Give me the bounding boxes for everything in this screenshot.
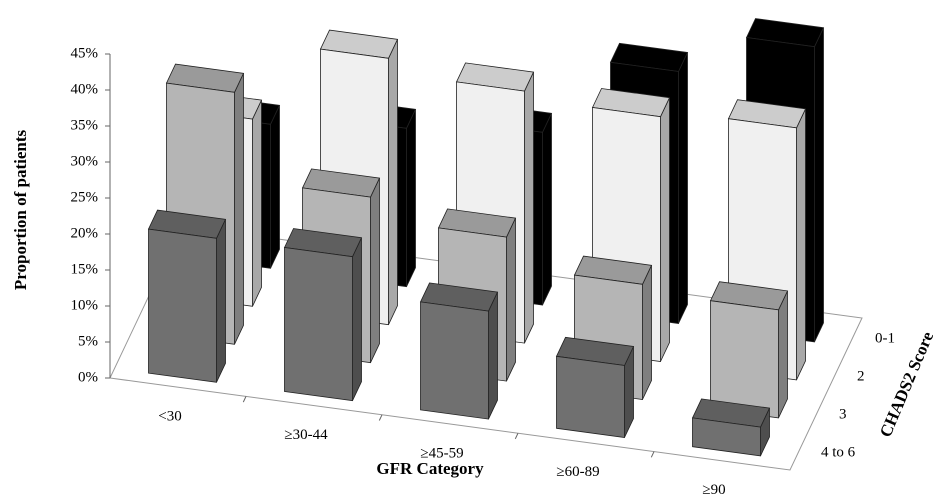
legend-label: 3	[839, 406, 847, 422]
y-tick-label: 0%	[78, 369, 98, 385]
y-tick-label: 15%	[71, 261, 99, 277]
bar-side	[814, 27, 824, 343]
bar-side	[678, 52, 688, 324]
bar	[147, 209, 227, 383]
bar-front	[284, 247, 353, 402]
bar-side	[642, 265, 652, 400]
bar-front	[420, 301, 489, 420]
bar	[283, 228, 363, 402]
bar-side	[352, 237, 362, 401]
y-tick-label: 10%	[71, 297, 99, 313]
legend-label: 0-1	[875, 330, 895, 346]
y-tick-label: 25%	[71, 189, 99, 205]
y-tick-label: 40%	[71, 81, 99, 97]
legend-label: 2	[857, 368, 865, 384]
y-tick-label: 35%	[71, 117, 99, 133]
bar	[709, 281, 789, 419]
bar-side	[370, 177, 380, 363]
bar-front	[148, 228, 217, 383]
bar-side	[506, 217, 516, 382]
floor-divider	[378, 414, 383, 421]
legend-label: 4 to 6	[821, 444, 856, 460]
bar-side	[778, 290, 788, 419]
bar	[555, 336, 635, 438]
bar	[419, 282, 499, 420]
bar-front	[556, 355, 625, 438]
bar-side	[524, 71, 534, 344]
bar-side	[542, 113, 552, 306]
x-tick-label: ≥45-59	[420, 445, 463, 461]
bar-front	[692, 417, 761, 457]
x-tick-label: ≥30-44	[284, 427, 328, 443]
bar-side	[660, 97, 670, 362]
bar-side	[216, 219, 226, 383]
bar-side	[488, 291, 498, 420]
bar	[691, 398, 771, 457]
x-tick-label: <30	[158, 409, 181, 425]
y-tick-label: 30%	[71, 153, 99, 169]
bar-side	[252, 99, 262, 307]
x-tick-label: ≥60-89	[556, 464, 599, 480]
bar-side	[270, 105, 280, 269]
floor-divider	[650, 451, 655, 458]
floor-divider	[242, 396, 247, 403]
y-tick-label: 45%	[71, 45, 99, 61]
y-tick-label: 20%	[71, 225, 99, 241]
bar-side	[796, 108, 806, 381]
bar-side	[388, 39, 398, 325]
bar-front	[710, 300, 779, 419]
y-axis-title: Proportion of patients	[11, 130, 30, 291]
x-tick-label: ≥90	[702, 482, 725, 497]
bar-side	[406, 109, 416, 287]
y-tick-label: 5%	[78, 333, 98, 349]
floor-divider	[514, 432, 519, 440]
x-axis-title: GFR Category	[376, 459, 484, 478]
bar-side	[234, 73, 244, 345]
